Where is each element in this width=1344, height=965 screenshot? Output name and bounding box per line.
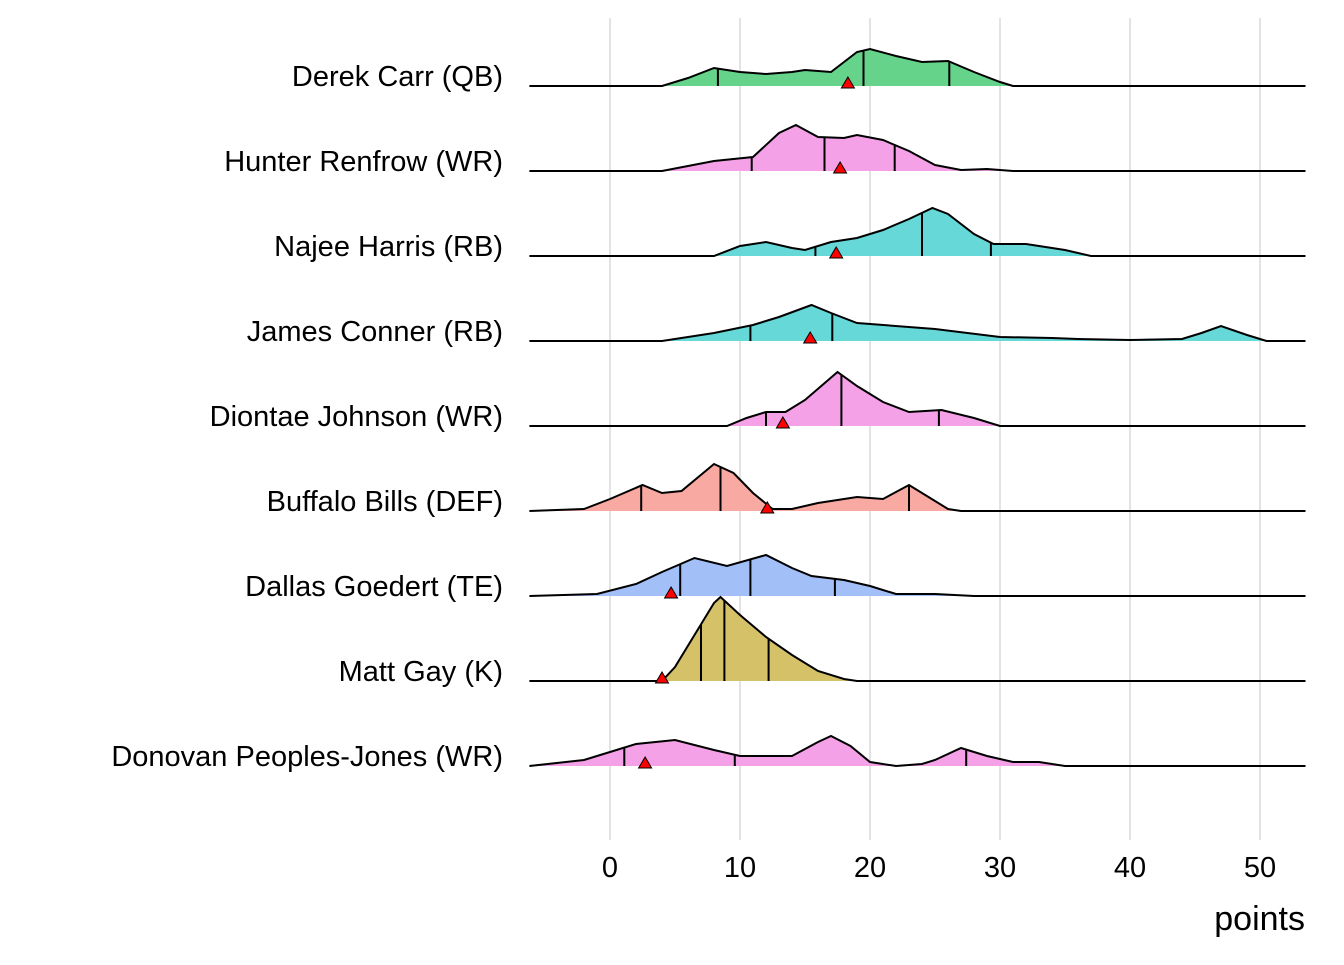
density-area	[529, 372, 1306, 426]
ridge-6	[529, 553, 1306, 599]
marker-triangle	[802, 331, 818, 344]
marker-triangle	[637, 756, 653, 769]
density-outline	[529, 303, 1306, 342]
grid-lines	[609, 18, 1261, 840]
marker-triangle	[663, 586, 679, 599]
ridge-5	[529, 462, 1306, 514]
ridge-2	[529, 206, 1306, 259]
x-tick-label: 40	[1114, 852, 1146, 884]
x-axis-title: points	[1214, 900, 1305, 938]
y-label: Derek Carr (QB)	[292, 61, 503, 93]
y-label: Matt Gay (K)	[339, 656, 503, 688]
density-outline	[529, 734, 1306, 768]
y-label: Najee Harris (RB)	[274, 231, 503, 263]
density-outline	[529, 47, 1306, 87]
x-tick-label: 0	[602, 852, 618, 884]
density-area	[529, 555, 1306, 596]
y-label: Donovan Peoples-Jones (WR)	[111, 741, 503, 773]
x-axis-ticks: 0 10 20 30 40 50	[602, 852, 1276, 884]
density-outline	[529, 595, 1306, 682]
y-label: Diontae Johnson (WR)	[210, 401, 503, 433]
y-label: Hunter Renfrow (WR)	[224, 146, 503, 178]
density-outline	[529, 462, 1306, 512]
y-label: James Conner (RB)	[247, 316, 503, 348]
density-area	[529, 464, 1306, 511]
y-label: Dallas Goedert (TE)	[245, 571, 503, 603]
density-area	[529, 736, 1306, 766]
marker-triangle	[828, 246, 844, 259]
density-area	[529, 305, 1306, 341]
marker-triangle	[775, 416, 791, 429]
marker-triangle	[759, 501, 775, 514]
x-tick-label: 10	[724, 852, 756, 884]
ridge-3	[529, 303, 1306, 344]
marker-triangle	[832, 161, 848, 174]
y-label: Buffalo Bills (DEF)	[267, 486, 503, 518]
density-area	[529, 597, 1306, 681]
density-outline	[529, 206, 1306, 257]
density-area	[529, 49, 1306, 86]
ridge-4	[529, 370, 1306, 429]
marker-triangle	[654, 671, 670, 684]
ridge-7	[529, 595, 1306, 684]
marker-triangle	[840, 76, 856, 89]
ridge-0	[529, 47, 1306, 89]
x-tick-label: 20	[854, 852, 886, 884]
density-outline	[529, 370, 1306, 427]
density-area	[529, 125, 1306, 171]
y-axis-labels: Derek Carr (QB) Hunter Renfrow (WR) Najee …	[111, 61, 503, 773]
density-area	[529, 208, 1306, 256]
x-tick-label: 50	[1244, 852, 1276, 884]
density-outline	[529, 553, 1306, 597]
density-outline	[529, 123, 1306, 172]
ridge-8	[529, 734, 1306, 769]
ridges	[529, 47, 1306, 769]
x-tick-label: 30	[984, 852, 1016, 884]
ridge-1	[529, 123, 1306, 174]
